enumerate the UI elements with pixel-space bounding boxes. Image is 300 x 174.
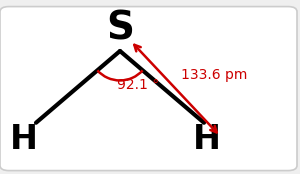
Text: H: H [10,123,38,156]
Text: S: S [106,10,134,48]
FancyBboxPatch shape [0,7,297,171]
Text: H: H [193,123,221,156]
Text: 92.1 °: 92.1 ° [117,78,159,92]
Text: 133.6 pm: 133.6 pm [181,68,248,82]
